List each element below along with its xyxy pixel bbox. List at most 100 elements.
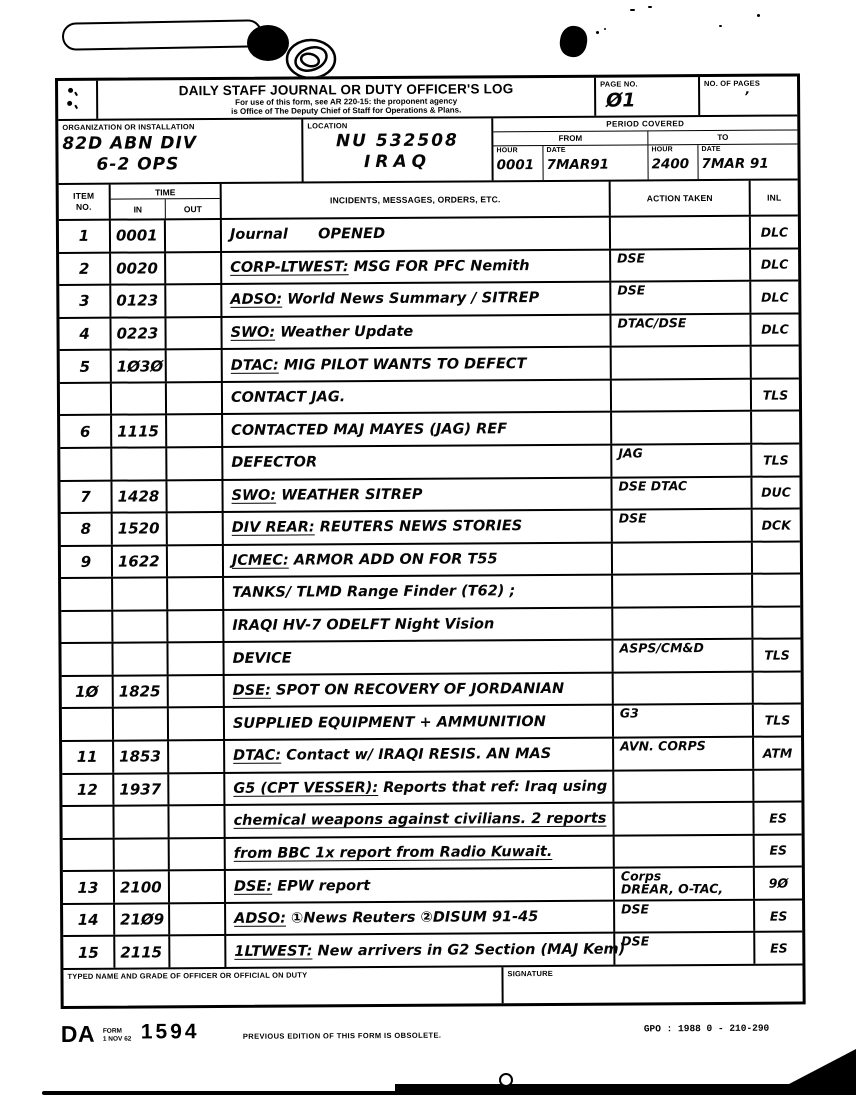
action-value-2 (619, 543, 751, 544)
typed-name-cell: TYPED NAME AND GRADE OF OFFICER OR OFFIC… (63, 967, 504, 1006)
initials-value: DCK (761, 517, 791, 533)
time-in-value: 1622 (117, 552, 160, 571)
incident-text: SPOT ON RECOVERY OF JORDANIAN (270, 681, 565, 699)
cell-initials: DCK (753, 510, 800, 541)
action-value (618, 348, 750, 349)
action-value: DTAC/DSE (617, 314, 687, 331)
cell-time-in: 0123 (111, 285, 167, 317)
initials-value: DLC (761, 321, 789, 338)
to-date-value: 7MAR 91 (701, 155, 769, 173)
signature-label: SIGNATURE (507, 968, 553, 979)
signature-cell: SIGNATURE (503, 965, 802, 1003)
header-in-out: IN OUT (110, 199, 220, 219)
cell-time-out (167, 415, 224, 447)
to-hour-value: 2400 (651, 156, 690, 173)
cell-initials: DLC (751, 314, 798, 345)
incident-lead: 1LTWEST: (234, 943, 313, 960)
incident-text: CONTACTED MAJ MAYES (JAG) REF (231, 420, 508, 439)
location-line1: NU 532508 (335, 130, 459, 152)
incident-lead: DTAC: (233, 747, 282, 765)
initials-value: TLS (763, 452, 789, 468)
action-value-2 (618, 413, 750, 414)
location-label: LOCATION (307, 121, 348, 131)
organization-label: ORGANIZATION OR INSTALLATION (62, 122, 195, 132)
cell-item-no: 1Ø (61, 676, 114, 708)
cell-action-taken: DSE DTAC (612, 477, 753, 509)
page-no-cell: PAGE NO. Ø1 (596, 77, 701, 116)
incident-text: MIG PILOT WANTS TO DEFECT (278, 355, 527, 374)
incident-lead: chemical weapons against civilians. 2 re… (233, 811, 607, 830)
cell-incident: SUPPLIED EQUIPMENT + AMMUNITION (224, 706, 615, 739)
cell-action-taken (610, 216, 752, 249)
item-no-value: 8 (80, 520, 92, 539)
incident-text: REUTERS NEWS STORIES (314, 518, 523, 536)
cell-action-taken (614, 802, 755, 835)
time-in-value: 0123 (116, 291, 159, 311)
incident-text: CONTACT JAG. (230, 389, 346, 407)
cell-item-no: 14 (63, 904, 116, 936)
cell-incident: CORP-LTWEST: MSG FOR PFC Nemith (222, 250, 612, 284)
cell-time-out (169, 773, 226, 805)
table-row: 2 0020 CORP-LTWEST: MSG FOR PFC Nemith D… (59, 249, 799, 287)
table-row: 14 21Ø9 ADSO: ①News Reuters ②DISUM 91-45… (63, 900, 803, 938)
cell-time-in (113, 611, 169, 642)
cell-item-no (62, 839, 115, 871)
incident-text: TANKS/ TLMD Range Finder (T62) ; (232, 583, 516, 602)
from-hour-cell: HOUR 0001 (493, 146, 544, 181)
incident-lead: ADSO: (230, 292, 283, 309)
cell-action-taken: DSE (611, 249, 752, 281)
table-row: 6 1115 CONTACTED MAJ MAYES (JAG) REF (60, 411, 800, 449)
cell-initials: ES (755, 933, 802, 964)
item-no-value: 2 (78, 259, 90, 278)
action-value: DSE (621, 933, 650, 949)
cell-initials: DLC (751, 249, 798, 280)
action-value: AVN. CORPS (620, 738, 706, 754)
form-skew-wrapper: DAILY STAFF JOURNAL OR DUTY OFFICER'S LO… (55, 73, 807, 1061)
table-row: chemical weapons against civilians. 2 re… (62, 802, 802, 840)
cell-initials: TLS (752, 379, 799, 410)
time-in-value: 1Ø3Ø (116, 356, 164, 376)
to-date-cell: DATE 7MAR 91 (698, 144, 797, 179)
cell-time-in (111, 383, 168, 415)
cell-time-in: 1428 (112, 480, 168, 512)
cell-incident: IRAQI HV-7 ODELFT Night Vision (224, 608, 614, 642)
cell-time-in: 1520 (112, 513, 168, 545)
ink-blob-right (557, 23, 590, 60)
cell-item-no: 4 (59, 318, 112, 350)
header-inl: INL (767, 192, 782, 203)
cell-action-taken: DSE (615, 900, 756, 932)
cell-item-no: 9 (60, 546, 114, 578)
from-date-cell: DATE 7MAR91 (543, 145, 649, 181)
cell-incident: DTAC: MIG PILOT WANTS TO DEFECT (222, 347, 612, 381)
cell-initials: ES (755, 900, 802, 931)
ink-speck (630, 9, 635, 11)
hour-label: HOUR (496, 147, 518, 155)
incident-text: World News Summary / SITREP (282, 290, 540, 309)
action-value-2 (619, 609, 751, 610)
location-cell: LOCATION NU 532508 IRAQ (303, 118, 494, 182)
cell-action-taken: G3 (613, 705, 755, 737)
table-row: CONTACT JAG. TLS (59, 379, 800, 417)
cell-time-in (114, 839, 170, 870)
cell-initials: 9Ø (755, 868, 802, 899)
table-row: SUPPLIED EQUIPMENT + AMMUNITION G3 TLS (61, 704, 802, 742)
cell-time-in: 0020 (111, 252, 167, 284)
cell-action-taken: ASPS/CM&D (613, 640, 754, 672)
table-row: 5 1Ø3Ø DTAC: MIG PILOT WANTS TO DEFECT (59, 346, 799, 384)
table-row: TANKS/ TLMD Range Finder (T62) ; (61, 574, 801, 612)
initials-value: DUC (761, 484, 791, 500)
cell-action-taken (614, 770, 755, 802)
table-row: DEVICE ASPS/CM&D TLS (61, 639, 801, 677)
cell-incident: G5 (CPT VESSER): Reports that ref: Iraq … (225, 771, 615, 805)
cell-incident: DEVICE (224, 640, 614, 674)
item-no-value: 11 (76, 748, 98, 767)
action-value (618, 381, 750, 382)
ink-speck (757, 14, 760, 17)
log-table-body: 1 0001 Journal OPENED DLC 2 0020 C (58, 216, 803, 968)
cell-time-out (168, 643, 225, 675)
cell-time-in: 2115 (115, 936, 171, 968)
cell-item-no (61, 709, 115, 740)
time-in-value: 1115 (117, 422, 159, 441)
cell-action-taken (611, 379, 753, 411)
ink-speck (604, 28, 606, 30)
